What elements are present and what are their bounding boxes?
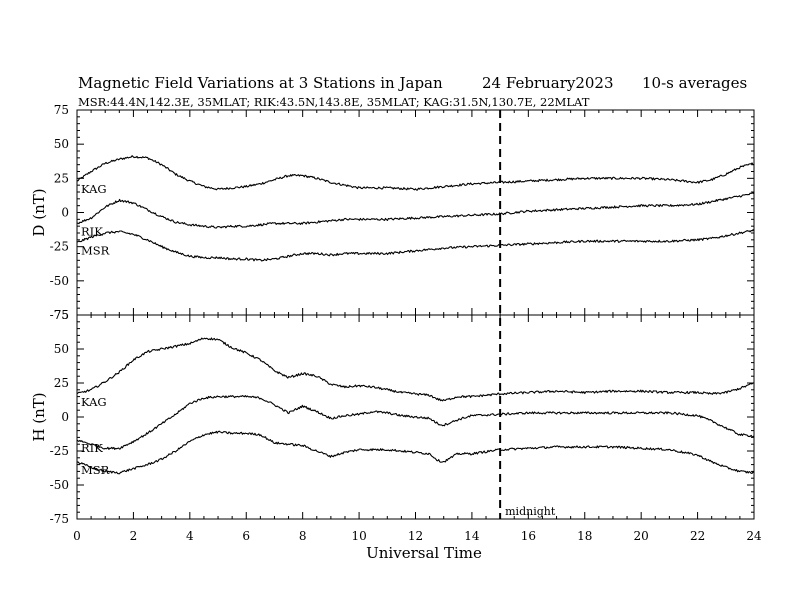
midnight-label: midnight (505, 505, 556, 518)
x-tick-label: 0 (73, 529, 81, 543)
x-axis: 0 2 4 6 8 10 12 14 16 18 20 22 24 (73, 529, 762, 543)
y-tick-label: 25 (54, 376, 69, 390)
x-tick-label: 2 (130, 529, 138, 543)
h-component-panel: 75 50 25 0 -25 -50 -75 H (nT) KAG RIK MSR (30, 308, 755, 526)
series-line-rik (76, 192, 755, 229)
chart-averaging: 10-s averages (642, 74, 747, 92)
y-tick-label: -25 (50, 240, 69, 254)
x-tick-label: 22 (690, 529, 705, 543)
panel-frame (76, 109, 755, 316)
y-tick-label: -75 (50, 512, 69, 526)
y-tick-label: 75 (54, 308, 69, 322)
y-axis-label: D (nT) (30, 188, 48, 236)
y-axis-label: H (nT) (30, 392, 48, 441)
series-label-rik: RIK (81, 441, 103, 455)
y-tick-label: 0 (61, 206, 69, 220)
series-label-msr: MSR (81, 244, 110, 258)
y-tick-label: -75 (50, 308, 69, 322)
series-line-kag (76, 155, 755, 191)
station-coordinates: MSR:44.4N,142.3E, 35MLAT; RIK:43.5N,143.… (78, 95, 590, 109)
y-tick-label: 25 (54, 171, 69, 185)
y-tick-label: 50 (54, 137, 69, 151)
x-tick-label: 20 (634, 529, 649, 543)
x-tick-label: 24 (746, 529, 762, 543)
y-tick-label: 0 (61, 410, 69, 424)
y-tick-label: 75 (54, 103, 69, 117)
series-line-kag (76, 337, 755, 402)
x-axis-label: Universal Time (366, 544, 482, 562)
series-line-rik (76, 395, 755, 450)
y-tick-label: 50 (54, 342, 69, 356)
x-tick-label: 4 (186, 529, 194, 543)
x-tick-label: 12 (408, 529, 423, 543)
series-line-msr (76, 229, 755, 262)
x-tick-label: 14 (464, 529, 480, 543)
series-label-kag: KAG (81, 395, 107, 409)
chart-title: Magnetic Field Variations at 3 Stations … (78, 74, 443, 92)
y-tick-label: -50 (50, 274, 69, 288)
x-tick-label: 18 (577, 529, 592, 543)
x-tick-label: 8 (299, 529, 307, 543)
series-line-msr (76, 430, 755, 475)
x-tick-label: 16 (521, 529, 536, 543)
y-tick-label: -50 (50, 478, 69, 492)
chart-date: 24 February2023 (482, 74, 614, 92)
x-tick-label: 10 (351, 529, 366, 543)
series-label-msr: MSR (81, 463, 110, 477)
series-label-kag: KAG (81, 182, 107, 196)
x-tick-label: 6 (242, 529, 250, 543)
y-tick-label: -25 (50, 444, 69, 458)
